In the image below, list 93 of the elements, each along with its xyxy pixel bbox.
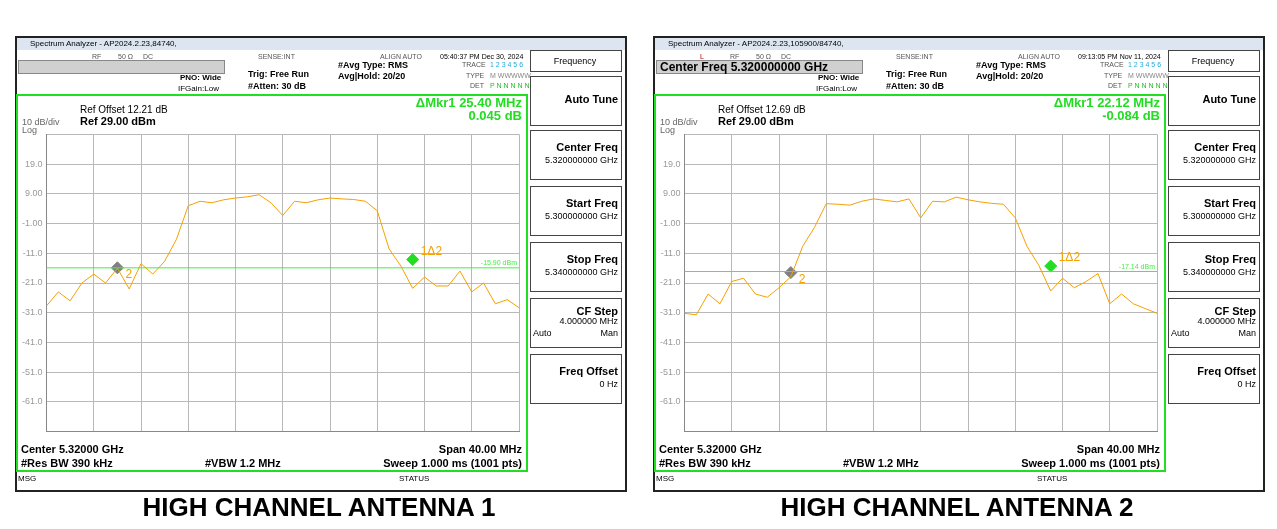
text: Freq Offset [1197, 365, 1256, 378]
text: Stop Freq [566, 253, 618, 266]
text: Center 5.32000 GHz [659, 443, 762, 456]
y-tick-label: -1.00 [660, 218, 681, 229]
text: Ref 29.00 dBm [80, 115, 156, 128]
text: 5.300000000 GHz [544, 211, 618, 222]
text: 5.320000000 GHz [544, 155, 618, 166]
y-tick-label: -1.00 [22, 218, 43, 229]
text: MSG [656, 474, 675, 484]
text: Spectrum Analyzer - AP2024.2.23,105900/84740, [668, 39, 844, 49]
text: 10 dB/div [660, 117, 698, 127]
y-tick-label: -11.0 [22, 247, 43, 258]
text: #VBW 1.2 MHz [843, 457, 919, 470]
y-tick-label: 19.0 [24, 158, 43, 169]
text: Avg|Hold: 20/20 [338, 71, 406, 82]
text: HIGH CHANNEL ANTENNA 2 [779, 492, 1135, 523]
text: Trig: Free Run [248, 69, 310, 80]
text: #Atten: 30 dB [248, 81, 307, 92]
text: Freq Offset [559, 365, 618, 378]
text: CF Step [576, 305, 618, 318]
text: Man [600, 328, 618, 339]
text: 0 Hz [1237, 379, 1256, 390]
text: Span 40.00 MHz [438, 443, 522, 456]
text: Log [22, 125, 38, 136]
text: Center 5.32000 GHz [21, 443, 124, 456]
text: ΔMkr1 25.40 MHz [415, 95, 522, 111]
text: Log [660, 125, 676, 136]
text: Auto Tune [564, 93, 618, 106]
text: 5.300000000 GHz [1182, 211, 1256, 222]
y-tick-label: -61.0 [22, 396, 43, 407]
text: Center Freq [1194, 141, 1256, 154]
series-label: 2 [125, 267, 133, 282]
y-tick-label: -41.0 [22, 336, 43, 347]
text: 4.000000 MHz [559, 316, 618, 327]
text: -0.084 dB [1102, 108, 1160, 124]
text: 0 Hz [599, 379, 618, 390]
y-tick-label: 19.0 [662, 158, 681, 169]
text: 5.340000000 GHz [1182, 267, 1256, 278]
text: Spectrum Analyzer - AP2024.2.23,84740, [30, 39, 177, 49]
text: ΔMkr1 22.12 MHz [1053, 95, 1160, 111]
text: PNO: Wide [818, 73, 860, 83]
text: Center Freq [556, 141, 618, 154]
text: Avg|Hold: 20/20 [976, 71, 1044, 82]
text: Trig: Free Run [886, 69, 948, 80]
text: #VBW 1.2 MHz [205, 457, 281, 470]
text: Start Freq [1204, 197, 1256, 210]
text: Auto [533, 328, 552, 339]
y-tick-label: -11.0 [660, 247, 681, 258]
y-tick-label: -21.0 [22, 277, 43, 288]
y-tick-label: -31.0 [22, 307, 43, 318]
text: CF Step [1214, 305, 1256, 318]
text: Auto [1171, 328, 1190, 339]
y-tick-label: -51.0 [660, 366, 681, 377]
y-tick-label: 9.00 [662, 188, 681, 199]
text: IFGain:Low [816, 84, 857, 94]
text: HIGH CHANNEL ANTENNA 1 [141, 492, 497, 523]
text: PNO: Wide [180, 73, 222, 83]
text: Sweep 1.000 ms (1001 pts) [383, 457, 522, 470]
y-tick-label: -31.0 [660, 307, 681, 318]
text: STATUS [399, 474, 430, 484]
y-tick-label: -21.0 [660, 277, 681, 288]
y-tick-label: -61.0 [660, 396, 681, 407]
series-label: 2 [798, 271, 806, 286]
y-tick-label: -51.0 [22, 366, 43, 377]
text: 4.000000 MHz [1197, 316, 1256, 327]
text: 5.340000000 GHz [544, 267, 618, 278]
y-tick-label: -41.0 [660, 336, 681, 347]
text: Auto Tune [1202, 93, 1256, 106]
text: 5.320000000 GHz [1182, 155, 1256, 166]
text: #Res BW 390 kHz [21, 457, 113, 470]
text: Ref Offset 12.69 dB [718, 104, 806, 115]
text: Frequency [1190, 56, 1236, 67]
y-tick-label: 9.00 [24, 188, 43, 199]
text: #Res BW 390 kHz [659, 457, 751, 470]
text: 10 dB/div [22, 117, 60, 127]
text: Span 40.00 MHz [1076, 443, 1160, 456]
text: Ref Offset 12.21 dB [80, 104, 168, 115]
text: IFGain:Low [178, 84, 219, 94]
text: Ref 29.00 dBm [718, 115, 794, 128]
text: Center Freq 5.320000000 GHz [660, 60, 829, 75]
text: Start Freq [566, 197, 618, 210]
text: #Avg Type: RMS [338, 60, 409, 71]
series-label: 1Δ2 [1058, 250, 1081, 265]
text: Man [1238, 328, 1256, 339]
series-label: 1Δ2 [420, 243, 443, 258]
text: STATUS [1037, 474, 1068, 484]
text: #Avg Type: RMS [976, 60, 1047, 71]
text: MSG [18, 474, 37, 484]
text: 0.045 dB [468, 108, 522, 124]
text: Stop Freq [1204, 253, 1256, 266]
text: #Atten: 30 dB [886, 81, 945, 92]
text: Frequency [552, 56, 598, 67]
text: Sweep 1.000 ms (1001 pts) [1021, 457, 1160, 470]
